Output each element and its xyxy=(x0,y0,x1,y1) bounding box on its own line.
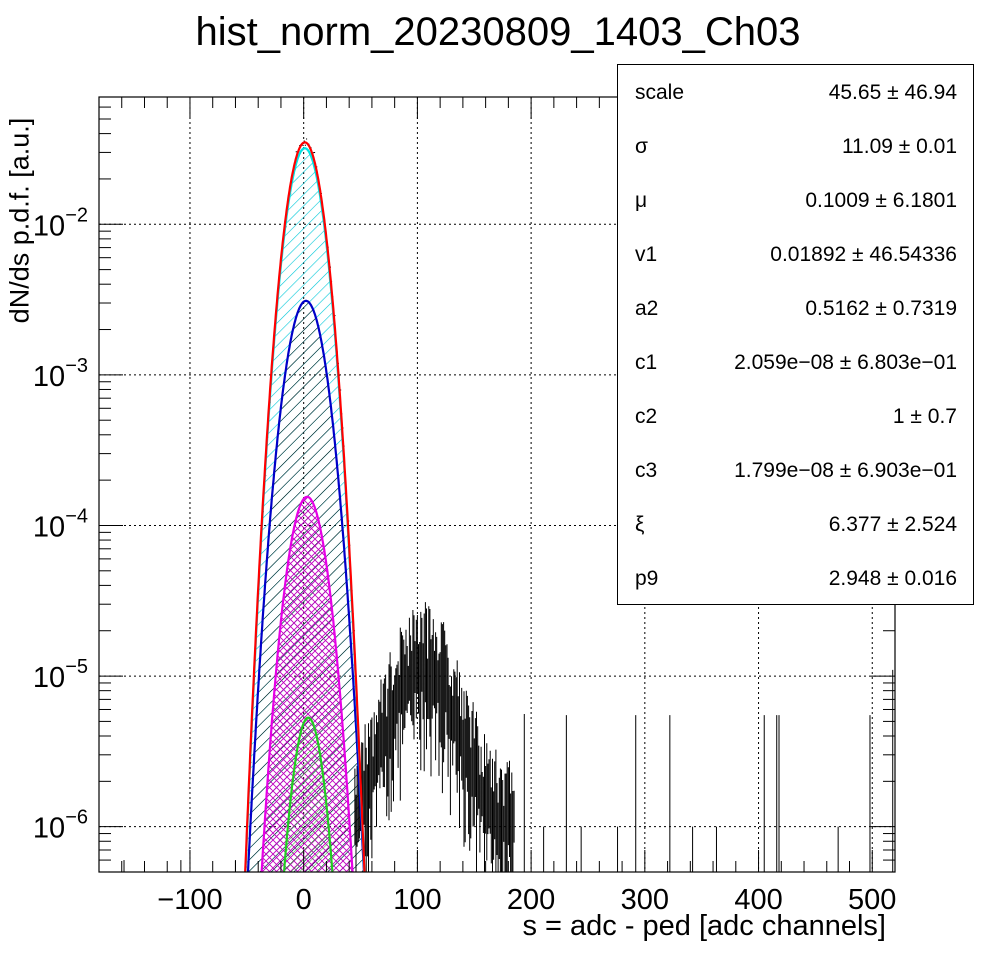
x-axis-label: s = adc - ped [adc channels] xyxy=(522,910,886,942)
fit-curve-total-fit xyxy=(244,141,366,872)
histogram xyxy=(123,138,894,872)
stat-value: 45.65 ± 46.94 xyxy=(828,81,957,104)
x-tick-label: 200 xyxy=(507,884,555,916)
stat-name: c3 xyxy=(635,459,658,482)
stat-name: v1 xyxy=(635,243,658,266)
stat-value: 6.377 ± 2.524 xyxy=(828,513,957,536)
x-tick-label: −100 xyxy=(157,884,222,916)
stat-value: 0.1009 ± 6.1801 xyxy=(805,189,957,212)
y-tick-label: 10−2 xyxy=(33,204,88,242)
stat-row-xi: ξ 6.377 ± 2.524 xyxy=(618,513,973,543)
stat-name: c2 xyxy=(635,405,658,428)
stat-row-c3: c3 1.799e−08 ± 6.903e−01 xyxy=(618,459,973,489)
stat-row-scale: scale 45.65 ± 46.94 xyxy=(618,81,973,111)
stat-value: 2.948 ± 0.016 xyxy=(828,567,957,590)
stat-name: ξ xyxy=(635,513,645,536)
stat-name: a2 xyxy=(635,297,659,320)
fit-stats-box: scale 45.65 ± 46.94 σ 11.09 ± 0.01 μ 0.1… xyxy=(617,64,974,605)
stat-name: scale xyxy=(635,81,685,104)
x-tick-label: 500 xyxy=(848,884,896,916)
stat-value: 1 ± 0.7 xyxy=(892,405,957,428)
stat-row-c1: c1 2.059e−08 ± 6.803e−01 xyxy=(618,351,973,381)
x-tick-label: 100 xyxy=(393,884,441,916)
stat-row-mu: μ 0.1009 ± 6.1801 xyxy=(618,189,973,219)
stat-value: 2.059e−08 ± 6.803e−01 xyxy=(734,351,957,374)
fit-curve-component-4 xyxy=(282,716,334,872)
component-fill-magenta-crosshatch xyxy=(261,496,353,872)
fit-curve-component-3 xyxy=(260,495,354,872)
y-tick-label: 10−6 xyxy=(33,807,88,845)
stat-row-a2: a2 0.5162 ± 0.7319 xyxy=(618,297,973,327)
fit-curve-component-2 xyxy=(246,299,366,872)
stat-value: 0.01892 ± 46.54336 xyxy=(770,243,957,266)
y-tick-label: 10−5 xyxy=(33,656,88,694)
stat-row-sigma: σ 11.09 ± 0.01 xyxy=(618,135,973,165)
y-tick-label: 10−3 xyxy=(33,355,88,393)
stat-name: p9 xyxy=(635,567,659,590)
x-tick-label: 300 xyxy=(621,884,669,916)
x-tick-label: 0 xyxy=(296,884,312,916)
stat-row-v1: v1 0.01892 ± 46.54336 xyxy=(618,243,973,273)
stat-name: σ xyxy=(635,135,648,158)
stat-value: 1.799e−08 ± 6.903e−01 xyxy=(734,459,957,482)
y-axis-label: dN/ds p.d.f. [a.u.] xyxy=(4,117,35,324)
x-tick-label: 400 xyxy=(734,884,782,916)
stat-name: μ xyxy=(635,189,648,212)
stat-row-p9: p9 2.948 ± 0.016 xyxy=(618,567,973,597)
stat-row-c2: c2 1 ± 0.7 xyxy=(618,405,973,435)
chart-title: hist_norm_20230809_1403_Ch03 xyxy=(195,10,801,54)
fit-curves xyxy=(244,141,366,872)
stat-name: c1 xyxy=(635,351,658,374)
tick-labels: −100 0 100 200 300 400 500 10−2 10−3 10−4 10−5 10−6 xyxy=(33,204,897,916)
stat-value: 11.09 ± 0.01 xyxy=(841,135,957,158)
y-tick-label: 10−4 xyxy=(33,505,88,543)
stat-value: 0.5162 ± 0.7319 xyxy=(805,297,957,320)
